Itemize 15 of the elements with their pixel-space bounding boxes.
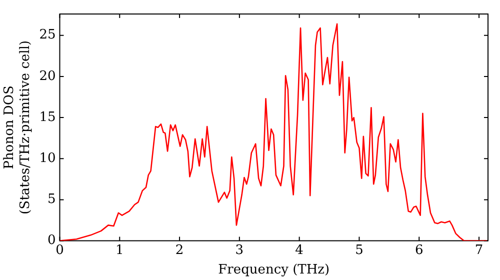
x-tick-label: 3 <box>235 242 244 258</box>
y-axis-title: Phonon DOS (States/THz·primitive cell) <box>2 40 33 214</box>
y-tick-label: 20 <box>39 68 56 84</box>
x-tick-label: 7 <box>474 242 484 258</box>
x-tick-label: 1 <box>116 242 124 258</box>
y-tick-label: 15 <box>39 110 56 125</box>
x-tick-label: 2 <box>175 242 184 258</box>
x-tick-label: 5 <box>355 242 364 258</box>
x-tick-label: 4 <box>295 242 304 258</box>
x-axis-title: Frequency (THz) <box>218 262 330 278</box>
x-tick-label: 6 <box>414 242 424 258</box>
y-tick-label: 25 <box>39 28 56 43</box>
y-tick-label: 5 <box>47 192 56 208</box>
y-tick-label: 0 <box>47 233 56 248</box>
y-tick-label: 10 <box>39 151 56 166</box>
